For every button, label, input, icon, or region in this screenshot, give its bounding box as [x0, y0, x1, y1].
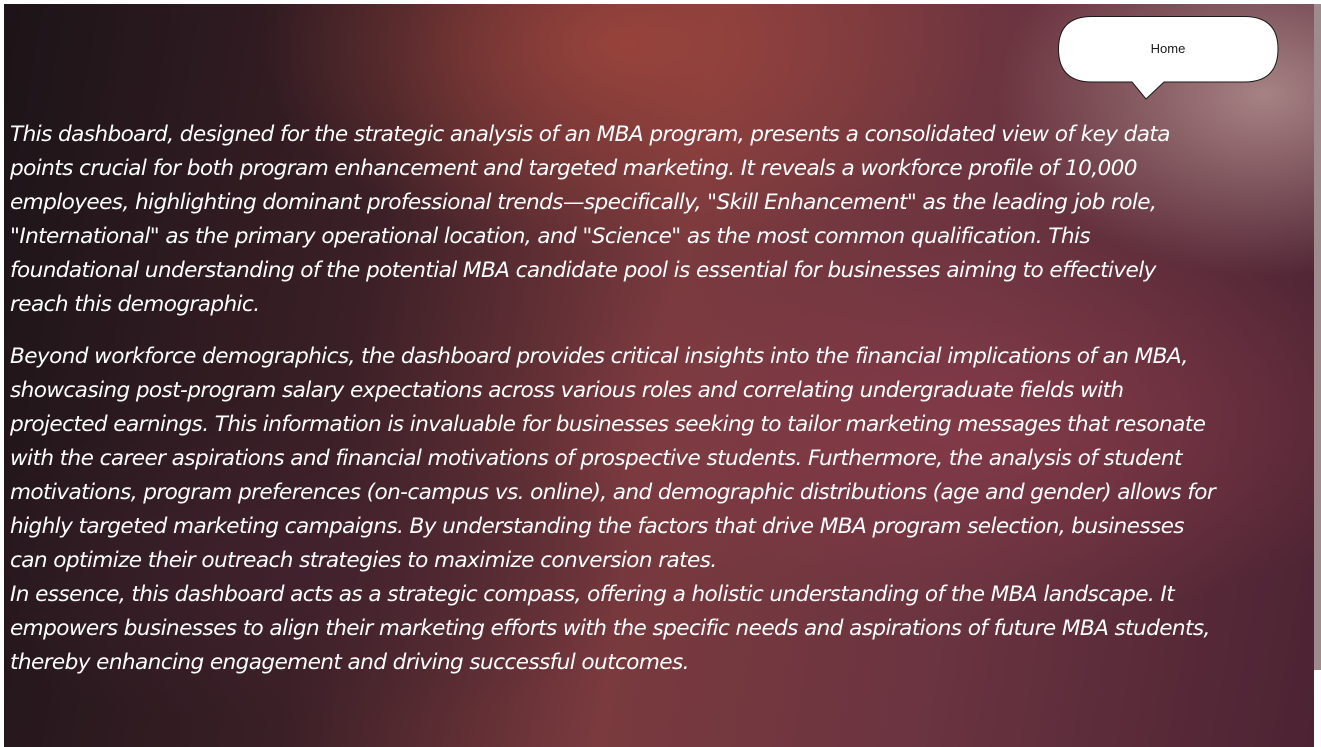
- scrollbar-track[interactable]: [1314, 4, 1321, 670]
- narrative-line: points crucial for both program enhancem…: [10, 156, 1137, 181]
- narrative-line: motivations, program preferences (on-cam…: [10, 480, 1216, 505]
- narrative-line: with the career aspirations and financia…: [10, 446, 1182, 471]
- scrollbar-gap: [1314, 670, 1321, 747]
- narrative-line: "International" as the primary operation…: [10, 224, 1091, 249]
- narrative-line: showcasing post-program salary expectati…: [10, 378, 1124, 403]
- narrative-line: Beyond workforce demographics, the dashb…: [10, 344, 1188, 369]
- narrative-line: projected earnings. This information is …: [10, 412, 1206, 437]
- dashboard-canvas: Home This dashboard, designed for the st…: [4, 4, 1314, 747]
- narrative-line: In essence, this dashboard acts as a str…: [10, 582, 1175, 607]
- home-button[interactable]: Home: [1058, 16, 1279, 100]
- narrative-line: highly targeted marketing campaigns. By …: [10, 514, 1185, 539]
- narrative-line: thereby enhancing engagement and driving…: [10, 650, 690, 675]
- paragraph-gap: [10, 322, 1310, 340]
- narrative-line: This dashboard, designed for the strateg…: [10, 122, 1171, 147]
- narrative-line: foundational understanding of the potent…: [10, 258, 1156, 283]
- speech-bubble-shape: [1058, 16, 1279, 100]
- narrative-line: empowers businesses to align their marke…: [10, 616, 1210, 641]
- narrative-line: can optimize their outreach strategies t…: [10, 548, 717, 573]
- narrative-line: reach this demographic.: [10, 292, 260, 317]
- home-button-label: Home: [1150, 41, 1186, 56]
- dashboard-narrative: This dashboard, designed for the strateg…: [10, 118, 1310, 680]
- narrative-line: employees, highlighting dominant profess…: [10, 190, 1157, 215]
